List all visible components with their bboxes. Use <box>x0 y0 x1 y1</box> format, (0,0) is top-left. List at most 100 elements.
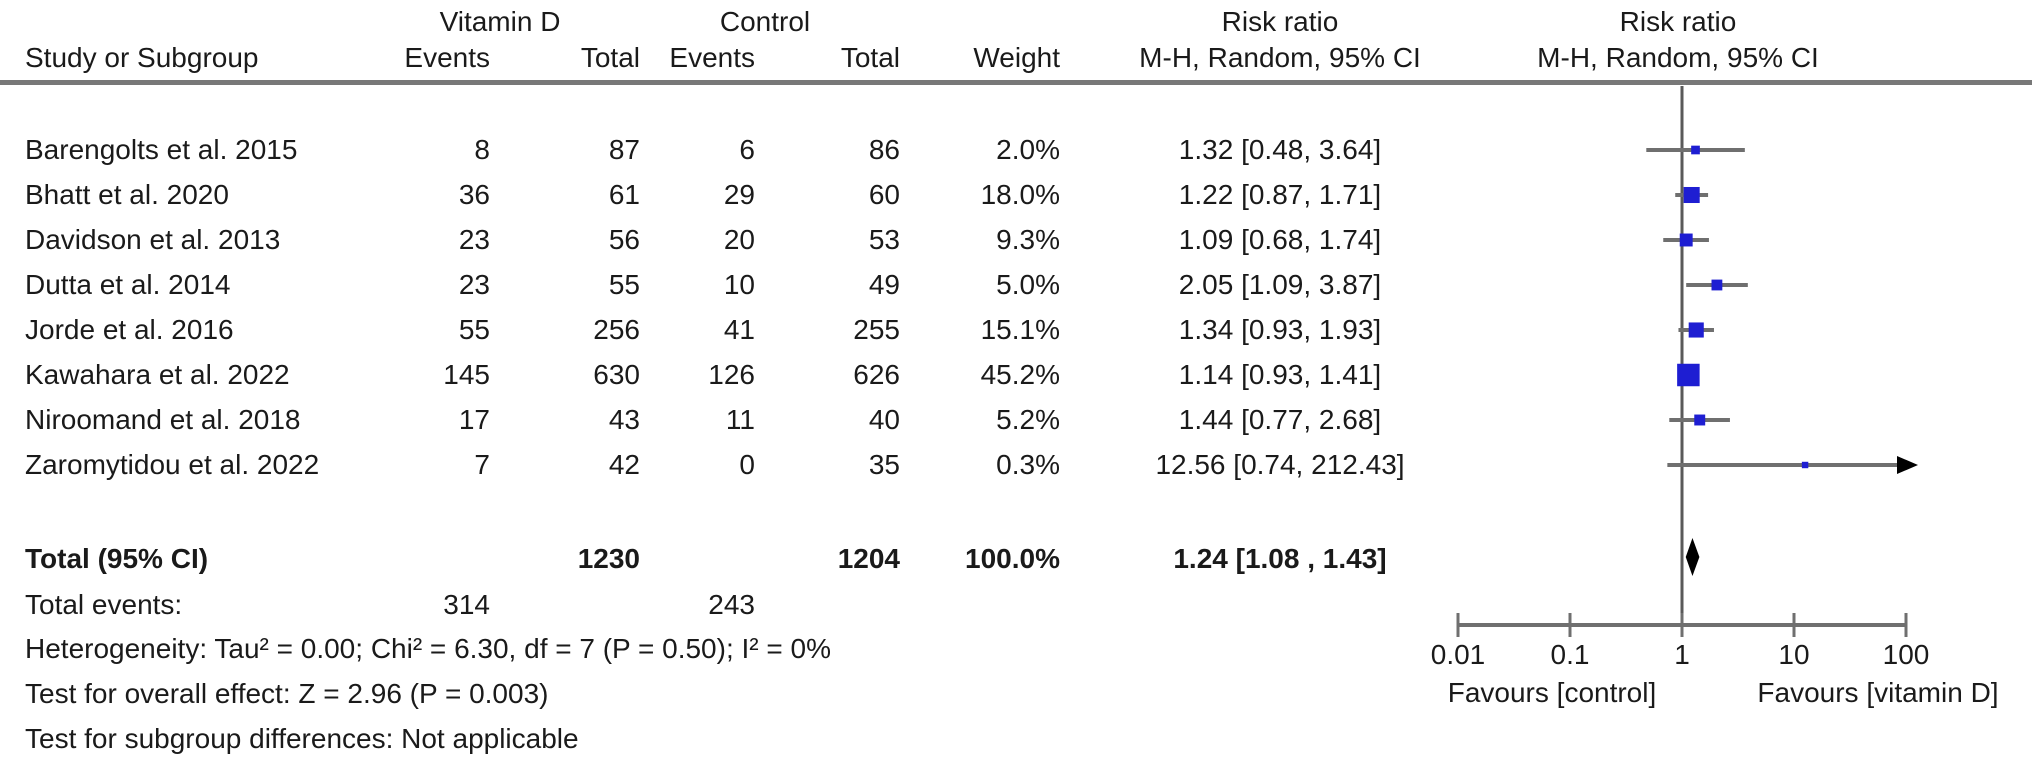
vd-total: 630 <box>593 359 640 390</box>
weight: 18.0% <box>980 179 1060 210</box>
study-row: Dutta et al. 2014 23 55 10 49 5.0% 2.05 [1.09,… <box>0 269 2032 303</box>
study-row: Barengolts et al. 2015 8 87 6 86 2.0% 1.32 [0.… <box>0 134 2032 168</box>
vd-events: 23 <box>458 224 490 255</box>
study-row: Davidson et al. 2013 23 56 20 53 9.3% 1.09 [0.… <box>0 224 2032 258</box>
study-row: Jorde et al. 2016 55 256 41 255 15.1% 1.34 [0.… <box>0 314 2032 348</box>
study-row: Kawahara et al. 2022 145 630 126 626 45.2% 1.1… <box>0 359 2032 393</box>
col-header-control-total: Total <box>840 42 900 73</box>
group-header-vitamin-d: Vitamin D <box>439 6 561 37</box>
total-diamond <box>1685 538 1700 576</box>
vd-total: 256 <box>593 314 640 345</box>
study-row: Niroomand et al. 2018 17 43 11 40 5.2% 1.44 [0… <box>0 404 2032 438</box>
group-header-control: Control <box>719 6 811 37</box>
vd-total: 61 <box>608 179 640 210</box>
favours-right-label: Favours [vitamin D] <box>1757 677 1998 708</box>
risk-ratio-ci: 1.22 [0.87, 1.71] <box>1178 179 1382 210</box>
col-header-control-events: Events <box>669 42 755 73</box>
effect-square <box>1688 322 1704 338</box>
weight: 5.0% <box>996 269 1060 300</box>
effect-square <box>1711 279 1723 291</box>
risk-ratio-ci: 1.09 [0.68, 1.74] <box>1178 224 1382 255</box>
control-total: 53 <box>868 224 900 255</box>
col-header-mh-ci-plot: M-H, Random, 95% CI <box>1537 42 1819 73</box>
vd-events: 55 <box>458 314 490 345</box>
col-header-weight: Weight <box>973 42 1060 73</box>
vd-total: 42 <box>608 449 640 480</box>
risk-ratio-ci: 1.14 [0.93, 1.41] <box>1178 359 1382 390</box>
control-events: 20 <box>723 224 755 255</box>
control-events: 11 <box>725 404 755 435</box>
header-divider-rule <box>0 80 2032 85</box>
col-header-vd-total: Total <box>580 42 640 73</box>
effect-square <box>1677 363 1700 387</box>
weight: 0.3% <box>996 449 1060 480</box>
vd-events: 17 <box>458 404 490 435</box>
weight: 9.3% <box>996 224 1060 255</box>
vd-total: 87 <box>608 134 640 165</box>
total-vd-total: 1230 <box>577 543 640 574</box>
control-total: 86 <box>868 134 900 165</box>
vd-events: 7 <box>474 449 490 480</box>
axis-tick-label: 0.1 <box>1551 639 1590 670</box>
weight: 45.2% <box>980 359 1060 390</box>
control-total: 626 <box>853 359 900 390</box>
vd-total: 43 <box>608 404 640 435</box>
vd-events: 36 <box>458 179 490 210</box>
ci-arrow-cap <box>1897 456 1918 474</box>
study-name: Barengolts et al. 2015 <box>25 134 298 165</box>
risk-ratio-ci: 12.56 [0.74, 212.43] <box>1155 449 1405 480</box>
heterogeneity-note: Heterogeneity: Tau² = 0.00; Chi² = 6.30,… <box>25 633 831 664</box>
vd-total: 56 <box>608 224 640 255</box>
risk-ratio-ci: 1.32 [0.48, 3.64] <box>1178 134 1382 165</box>
control-events: 126 <box>708 359 755 390</box>
control-events: 10 <box>723 269 755 300</box>
study-row: Bhatt et al. 2020 36 61 29 60 18.0% 1.22 [0.87… <box>0 179 2032 213</box>
col-header-vd-events: Events <box>404 42 490 73</box>
total-events-control: 243 <box>708 589 755 620</box>
vd-events: 145 <box>443 359 490 390</box>
axis-tick-label: 1 <box>1674 639 1690 670</box>
total-events-row: Total events: 314 243 <box>0 589 2032 623</box>
effect-square <box>1683 186 1700 204</box>
risk-ratio-ci: 1.44 [0.77, 2.68] <box>1178 404 1382 435</box>
total-control-total: 1204 <box>837 543 900 574</box>
axis-tick-label: 0.01 <box>1431 639 1486 670</box>
vd-total: 55 <box>608 269 640 300</box>
overall-effect-note: Test for overall effect: Z = 2.96 (P = 0… <box>25 678 549 709</box>
study-name: Dutta et al. 2014 <box>25 269 231 300</box>
axis-tick-label: 10 <box>1778 639 1809 670</box>
weight: 5.2% <box>996 404 1060 435</box>
control-total: 49 <box>868 269 900 300</box>
total-risk-ratio-ci: 1.24 [1.08 , 1.43] <box>1173 543 1387 574</box>
total-label: Total (95% CI) <box>25 543 209 574</box>
effect-square <box>1691 145 1700 155</box>
total-row: Total (95% CI) 1230 1204 100.0% 1.24 [1.… <box>0 543 2032 577</box>
axis-tick-label: 100 <box>1883 639 1930 670</box>
vd-events: 23 <box>458 269 490 300</box>
total-events-label: Total events: <box>25 589 183 620</box>
control-total: 255 <box>853 314 900 345</box>
study-name: Jorde et al. 2016 <box>25 314 234 345</box>
risk-ratio-ci: 2.05 [1.09, 3.87] <box>1178 269 1382 300</box>
effect-square <box>1679 233 1693 247</box>
group-header-risk-ratio-plot: Risk ratio <box>1619 6 1737 37</box>
favours-left-label: Favours [control] <box>1448 677 1657 708</box>
control-total: 35 <box>868 449 900 480</box>
control-events: 29 <box>723 179 755 210</box>
risk-ratio-ci: 1.34 [0.93, 1.93] <box>1178 314 1382 345</box>
study-row: Zaromytidou et al. 2022 7 42 0 35 0.3% 12.56 [… <box>0 449 2032 483</box>
study-name: Davidson et al. 2013 <box>25 224 281 255</box>
total-events-vd: 314 <box>443 589 490 620</box>
study-name: Zaromytidou et al. 2022 <box>25 449 320 480</box>
control-events: 0 <box>739 449 755 480</box>
study-name: Kawahara et al. 2022 <box>25 359 290 390</box>
effect-square <box>1801 461 1809 469</box>
study-name: Niroomand et al. 2018 <box>25 404 301 435</box>
effect-square <box>1694 414 1706 426</box>
control-events: 41 <box>723 314 755 345</box>
study-name: Bhatt et al. 2020 <box>25 179 229 210</box>
col-header-mh-ci-text: M-H, Random, 95% CI <box>1139 42 1421 73</box>
subgroup-differences-note: Test for subgroup differences: Not appli… <box>25 723 579 754</box>
